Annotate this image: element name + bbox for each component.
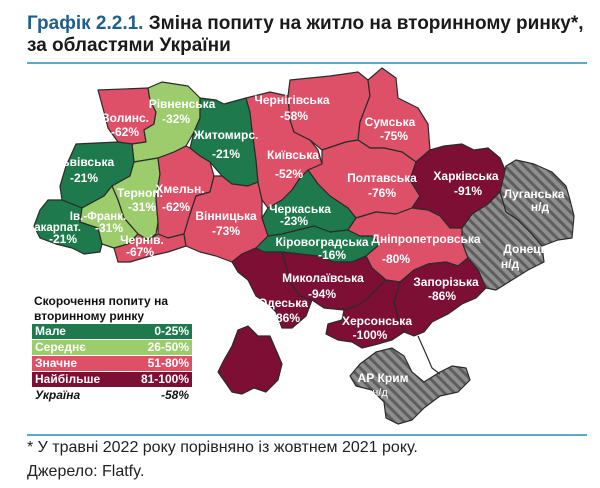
label-poltava-value: -76% (368, 186, 396, 200)
label-ivano-frankivsk-value: -31% (95, 221, 123, 235)
legend-label: Мале (35, 324, 66, 338)
source-note: Джерело: Flatfy. (27, 463, 145, 480)
label-mykolaiv-name: Миколаївська (282, 271, 364, 285)
label-mykolaiv-value: -94% (308, 287, 336, 301)
label-kharkiv-name: Харківська (433, 169, 498, 183)
label-cherkasy-value: -23% (280, 214, 308, 228)
legend-range: 26-50% (147, 340, 189, 354)
label-chernivtsi-value: -67% (126, 245, 154, 259)
label-chernihiv-value: -58% (280, 109, 308, 123)
top-rule (27, 62, 587, 64)
label-ternopil-name: Терноп. (117, 186, 163, 200)
legend-range: 51-80% (147, 356, 189, 370)
label-vinnytsia-name: Вінницька (195, 209, 257, 223)
label-odesa-value: -86% (272, 311, 300, 325)
label-zakarpattia-name: Закарпат. (27, 222, 81, 234)
label-lviv-value: -21% (70, 171, 98, 185)
label-vinnytsia-value: -73% (212, 224, 240, 238)
label-ternopil-value: -31% (128, 200, 156, 214)
legend-label: Значне (35, 356, 78, 370)
label-sumy-value: -75% (380, 129, 408, 143)
label-dnipro-value: -80% (382, 252, 410, 266)
label-cherkasy-name: Черкаська (269, 202, 331, 216)
label-donetsk-name: Донецька (503, 242, 561, 256)
label-khmelnytskyi-name: Хмельн. (155, 182, 204, 196)
ukraine-value: -58% (160, 388, 189, 402)
region-zakarpattia[interactable] (33, 199, 103, 255)
legend-row-ukraine: Україна -58% (32, 388, 192, 403)
label-lviv-name: Львівська (54, 155, 115, 169)
label-luhansk-name: Луганська (504, 187, 565, 201)
chart-title: Графік 2.2.1. Зміна попиту на житло на в… (27, 13, 587, 57)
label-dnipro-name: Дніпропетровська (371, 232, 480, 246)
legend-heading-2: вторинному ринку (34, 309, 145, 323)
chart-title-text: Зміна попиту на житло на вторинному ринк… (27, 13, 584, 56)
ukraine-map: Волинс. -62% Рівненська -32% Житомирс. -2… (0, 64, 600, 434)
label-chernivtsi-name: Чернів. (120, 233, 164, 247)
label-kharkiv-value: -91% (454, 184, 482, 198)
label-sumy-name: Сумська (365, 115, 416, 129)
label-crimea-name: АР Крим (358, 371, 409, 385)
bottom-rule (27, 434, 587, 436)
label-volyn: Волинс. -62% (101, 111, 149, 139)
label-poltava-name: Полтавська (347, 171, 417, 185)
legend: Скорочення попиту на вторинному ринку Ма… (32, 294, 192, 404)
label-donetsk-value: н/д (501, 257, 520, 271)
label-zaporizhzhia-name: Запорізька (413, 275, 479, 289)
arabat-spit (417, 335, 441, 375)
legend-heading-1: Скорочення попиту на (34, 294, 168, 308)
ukraine-label: Україна (35, 388, 81, 402)
label-zhytomyr-name: Житомирс. (193, 128, 259, 142)
label-crimea-value: н/д (372, 387, 388, 399)
legend-range: 0-25% (154, 324, 189, 338)
label-ivano-frankivsk-name: Ів.-Франк. (70, 211, 126, 223)
label-rivne-value: -32% (162, 112, 190, 126)
footnote: * У травні 2022 року порівняно із жовтне… (27, 439, 418, 456)
label-zhytomyr-value: -21% (212, 147, 240, 161)
label-khmelnytskyi-value: -62% (162, 200, 190, 214)
legend-row-largest: Найбільше 81-100% (32, 372, 192, 387)
label-rivne-name: Рівненська (149, 97, 216, 111)
label-zaporizhzhia-value: -86% (428, 289, 456, 303)
label-luhansk-value: н/д (531, 200, 550, 214)
label-kyiv-value: -52% (275, 167, 303, 181)
legend-row-significant: Значне 51-80% (32, 356, 192, 371)
legend-range: 81-100% (140, 372, 189, 386)
label-odesa-name: Одеська (258, 296, 308, 310)
legend-row-medium: Середнє 26-50% (32, 340, 192, 355)
chart-number: Графік 2.2.1. (27, 13, 144, 34)
label-kherson-name: Херсонська (342, 314, 412, 328)
region-odesa[interactable] (231, 247, 313, 329)
legend-row-small: Мале 0-25% (32, 324, 192, 339)
label-kirovohrad-value: -16% (318, 248, 346, 262)
region-odesa-south[interactable] (217, 325, 283, 395)
label-zakarpattia-value: -21% (49, 232, 77, 246)
label-kirovohrad-name: Кіровоградська (275, 235, 368, 249)
label-kyiv-name: Київська (267, 148, 319, 162)
label-kherson-value: -100% (353, 328, 388, 342)
region-kherson[interactable] (325, 279, 405, 349)
legend-label: Найбільше (35, 372, 101, 386)
legend-label: Середнє (35, 340, 86, 354)
region-crimea[interactable] (349, 347, 471, 425)
label-chernihiv-name: Чернігівська (254, 93, 329, 107)
